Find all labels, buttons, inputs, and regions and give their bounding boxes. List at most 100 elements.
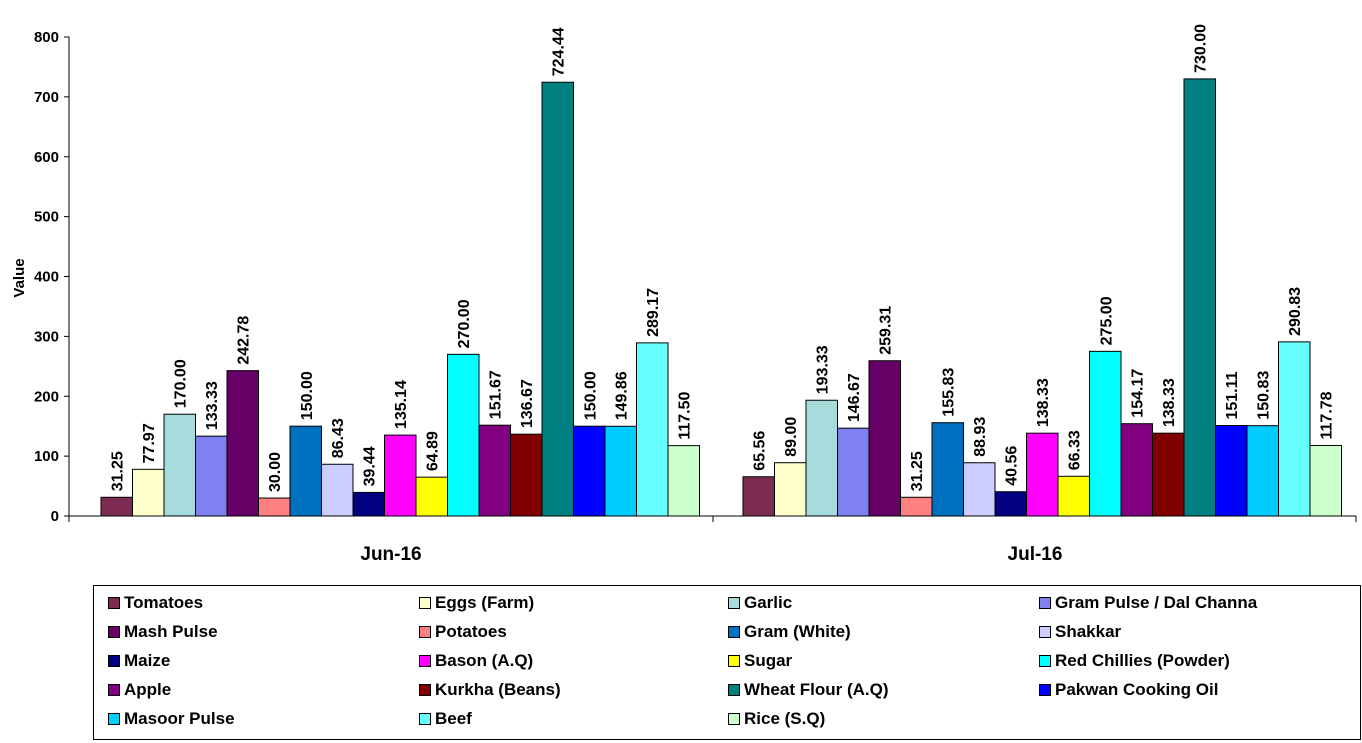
data-label: 150.00 xyxy=(582,371,599,420)
legend-label: Gram Pulse / Dal Channa xyxy=(1055,593,1258,612)
legend-item: Potatoes xyxy=(419,620,507,644)
legend-item: Shakkar xyxy=(1039,620,1121,644)
bar xyxy=(805,399,838,517)
bar xyxy=(837,427,870,517)
data-label: 39.44 xyxy=(362,446,379,486)
bar xyxy=(541,81,574,517)
data-label: 275.00 xyxy=(1098,296,1115,345)
bar xyxy=(132,468,165,517)
legend-item: Maize xyxy=(108,649,170,673)
legend-swatch xyxy=(1039,626,1051,638)
bar xyxy=(1278,341,1311,517)
legend-label: Tomatoes xyxy=(124,593,204,612)
legend-swatch xyxy=(419,713,431,725)
legend-item: Beef xyxy=(419,707,472,731)
legend-item: Garlic xyxy=(728,591,792,615)
bar xyxy=(931,422,964,517)
legend: Tomatoes Eggs (Farm) Garlic Gram Pulse / Da… xyxy=(93,585,1361,740)
y-tick-label: 300 xyxy=(34,328,59,345)
bar xyxy=(868,360,901,517)
y-tick-label: 700 xyxy=(34,89,59,106)
data-label: 138.33 xyxy=(1161,378,1178,427)
legend-swatch xyxy=(419,655,431,667)
legend-swatch xyxy=(728,597,740,609)
legend-label: Beef xyxy=(435,709,472,728)
legend-item: Eggs (Farm) xyxy=(419,591,534,615)
data-label: 242.78 xyxy=(236,316,253,365)
bar xyxy=(321,463,354,517)
legend-item: Apple xyxy=(108,678,171,702)
legend-item: Gram Pulse / Dal Channa xyxy=(1039,591,1257,615)
legend-item: Rice (S.Q) xyxy=(728,707,825,731)
legend-swatch xyxy=(108,684,120,696)
bar xyxy=(447,353,480,517)
bars-layer xyxy=(100,78,1342,517)
legend-swatch xyxy=(108,626,120,638)
x-category-label: Jun-16 xyxy=(360,544,421,565)
legend-label: Maize xyxy=(124,651,171,670)
data-label: 724.44 xyxy=(551,27,568,76)
y-axis-title: Value xyxy=(11,258,28,297)
legend-swatch xyxy=(1039,684,1051,696)
legend-item: Gram (White) xyxy=(728,620,851,644)
bar xyxy=(289,425,322,517)
data-label: 259.31 xyxy=(878,306,895,355)
data-label: 117.50 xyxy=(677,391,694,439)
bar xyxy=(1026,432,1059,517)
legend-label: Pakwan Cooking Oil xyxy=(1055,680,1219,699)
legend-item: Wheat Flour (A.Q) xyxy=(728,678,888,702)
legend-swatch xyxy=(419,597,431,609)
data-label: 149.86 xyxy=(614,371,631,420)
legend-item: Bason (A.Q) xyxy=(419,649,533,673)
x-category-label: Jul-16 xyxy=(1008,544,1063,565)
legend-item: Red Chillies (Powder) xyxy=(1039,649,1230,673)
legend-label: Kurkha (Beans) xyxy=(435,680,561,699)
y-tick-label: 400 xyxy=(34,269,59,286)
bar xyxy=(1215,425,1248,517)
y-tick-label: 200 xyxy=(34,388,59,405)
data-label: 290.83 xyxy=(1287,287,1304,336)
legend-item: Mash Pulse xyxy=(108,620,218,644)
y-tick-label: 600 xyxy=(34,149,59,166)
data-label: 151.11 xyxy=(1224,371,1241,419)
legend-swatch xyxy=(728,684,740,696)
legend-item: Masoor Pulse xyxy=(108,707,235,731)
legend-label: Wheat Flour (A.Q) xyxy=(744,680,889,699)
data-label: 155.83 xyxy=(941,368,958,417)
legend-swatch xyxy=(108,655,120,667)
bar xyxy=(1120,423,1153,517)
data-label: 289.17 xyxy=(645,288,662,337)
data-label: 154.17 xyxy=(1130,369,1147,418)
bar xyxy=(1309,444,1342,517)
bar xyxy=(994,491,1027,517)
data-label: 117.78 xyxy=(1319,391,1336,439)
bar xyxy=(1089,350,1122,517)
legend-label: Bason (A.Q) xyxy=(435,651,534,670)
data-label: 64.89 xyxy=(425,431,442,471)
bar xyxy=(667,445,700,517)
legend-item: Sugar xyxy=(728,649,792,673)
data-label: 135.14 xyxy=(393,380,410,429)
legend-swatch xyxy=(728,655,740,667)
bar xyxy=(258,497,291,517)
data-label: 170.00 xyxy=(173,359,190,408)
data-label: 730.00 xyxy=(1193,24,1210,73)
legend-label: Eggs (Farm) xyxy=(435,593,535,612)
bar xyxy=(384,434,417,517)
bar xyxy=(963,462,996,517)
data-label: 66.33 xyxy=(1067,430,1084,470)
legend-swatch xyxy=(419,626,431,638)
legend-label: Masoor Pulse xyxy=(124,709,235,728)
data-label: 30.00 xyxy=(267,452,284,492)
legend-label: Gram (White) xyxy=(744,622,851,641)
y-tick-label: 800 xyxy=(34,29,59,46)
legend-label: Garlic xyxy=(744,593,793,612)
data-label: 151.67 xyxy=(488,370,505,419)
data-label: 31.25 xyxy=(909,451,926,491)
data-label: 65.56 xyxy=(752,431,769,471)
data-label: 150.83 xyxy=(1256,371,1273,420)
data-label: 77.97 xyxy=(141,423,158,463)
legend-item: Tomatoes xyxy=(108,591,203,615)
bar xyxy=(573,425,606,517)
data-label: 193.33 xyxy=(815,345,832,394)
